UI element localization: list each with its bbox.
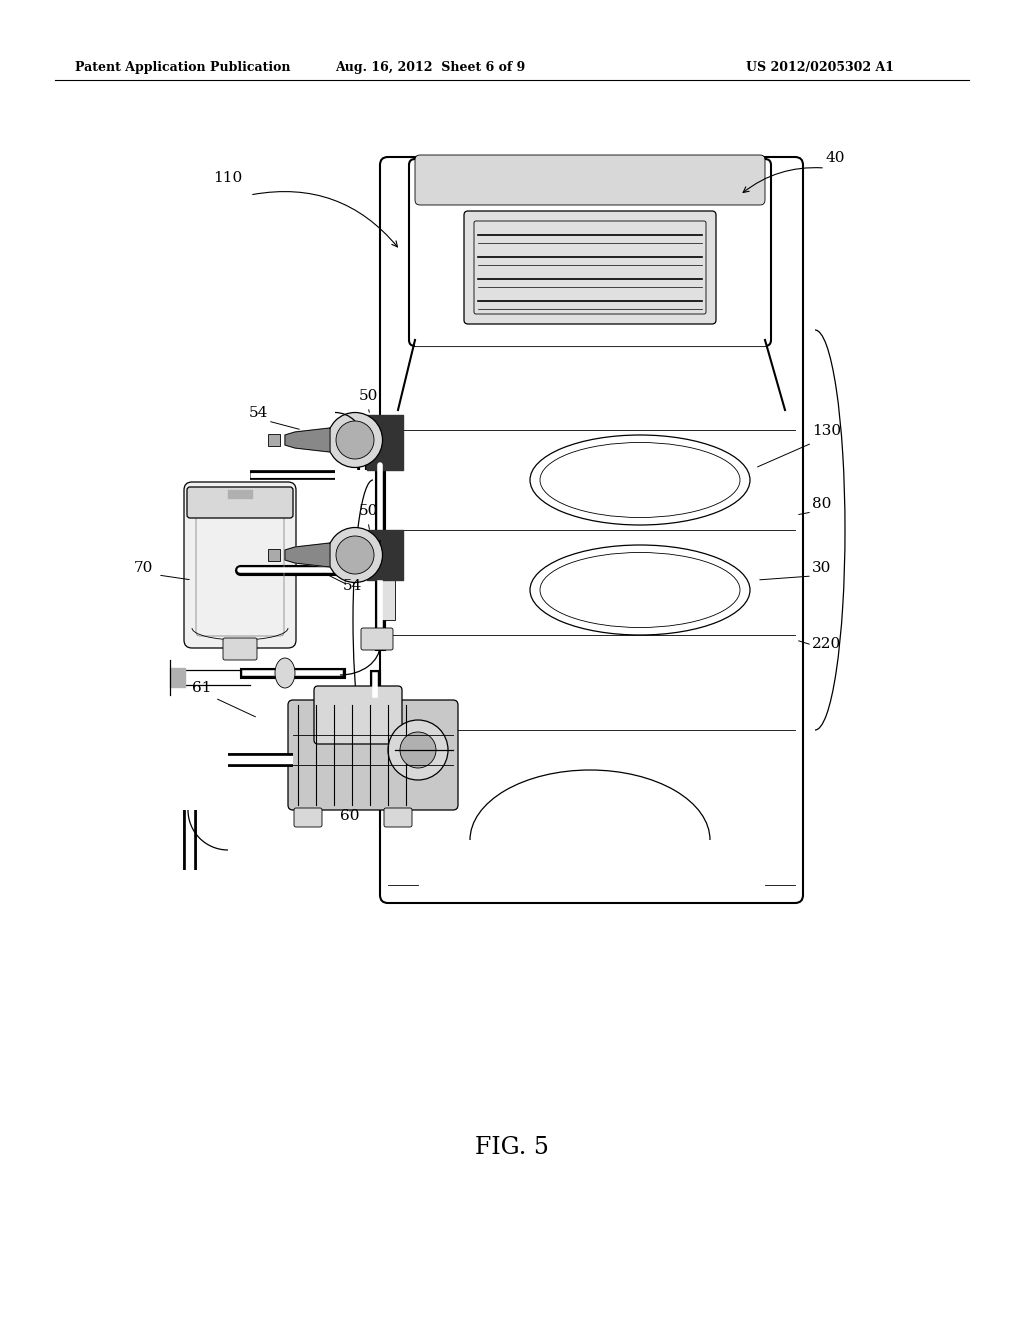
FancyBboxPatch shape <box>187 487 293 517</box>
FancyBboxPatch shape <box>314 686 402 744</box>
Polygon shape <box>285 543 330 568</box>
Text: Aug. 16, 2012  Sheet 6 of 9: Aug. 16, 2012 Sheet 6 of 9 <box>335 62 525 74</box>
Ellipse shape <box>328 412 383 467</box>
Polygon shape <box>268 549 280 561</box>
Text: 50: 50 <box>358 389 378 403</box>
Text: 220: 220 <box>812 638 842 651</box>
Text: 61: 61 <box>193 681 212 696</box>
FancyBboxPatch shape <box>380 531 395 620</box>
Polygon shape <box>285 428 330 451</box>
Text: 40: 40 <box>825 150 845 165</box>
Ellipse shape <box>275 657 295 688</box>
Text: 50: 50 <box>358 504 378 517</box>
FancyBboxPatch shape <box>415 154 765 205</box>
Ellipse shape <box>336 421 374 459</box>
Ellipse shape <box>530 545 750 635</box>
FancyBboxPatch shape <box>384 808 412 828</box>
Text: FIG. 5: FIG. 5 <box>475 1137 549 1159</box>
Text: 80: 80 <box>812 498 831 511</box>
FancyBboxPatch shape <box>409 158 771 346</box>
Text: 60: 60 <box>340 809 359 822</box>
FancyBboxPatch shape <box>380 157 803 903</box>
Circle shape <box>388 719 449 780</box>
Ellipse shape <box>328 528 383 582</box>
Text: 110: 110 <box>213 172 243 185</box>
FancyBboxPatch shape <box>361 628 393 649</box>
Text: 70: 70 <box>133 561 153 576</box>
Text: 54: 54 <box>342 579 361 593</box>
Text: 30: 30 <box>812 561 831 576</box>
FancyBboxPatch shape <box>223 638 257 660</box>
Ellipse shape <box>530 436 750 525</box>
FancyBboxPatch shape <box>294 808 322 828</box>
FancyBboxPatch shape <box>464 211 716 323</box>
FancyBboxPatch shape <box>184 482 296 648</box>
Text: Patent Application Publication: Patent Application Publication <box>75 62 291 74</box>
FancyBboxPatch shape <box>288 700 458 810</box>
Ellipse shape <box>336 536 374 574</box>
Circle shape <box>400 733 436 768</box>
Text: 130: 130 <box>812 424 841 438</box>
Text: 54: 54 <box>248 407 267 420</box>
Text: US 2012/0205302 A1: US 2012/0205302 A1 <box>746 62 894 74</box>
Polygon shape <box>268 434 280 446</box>
